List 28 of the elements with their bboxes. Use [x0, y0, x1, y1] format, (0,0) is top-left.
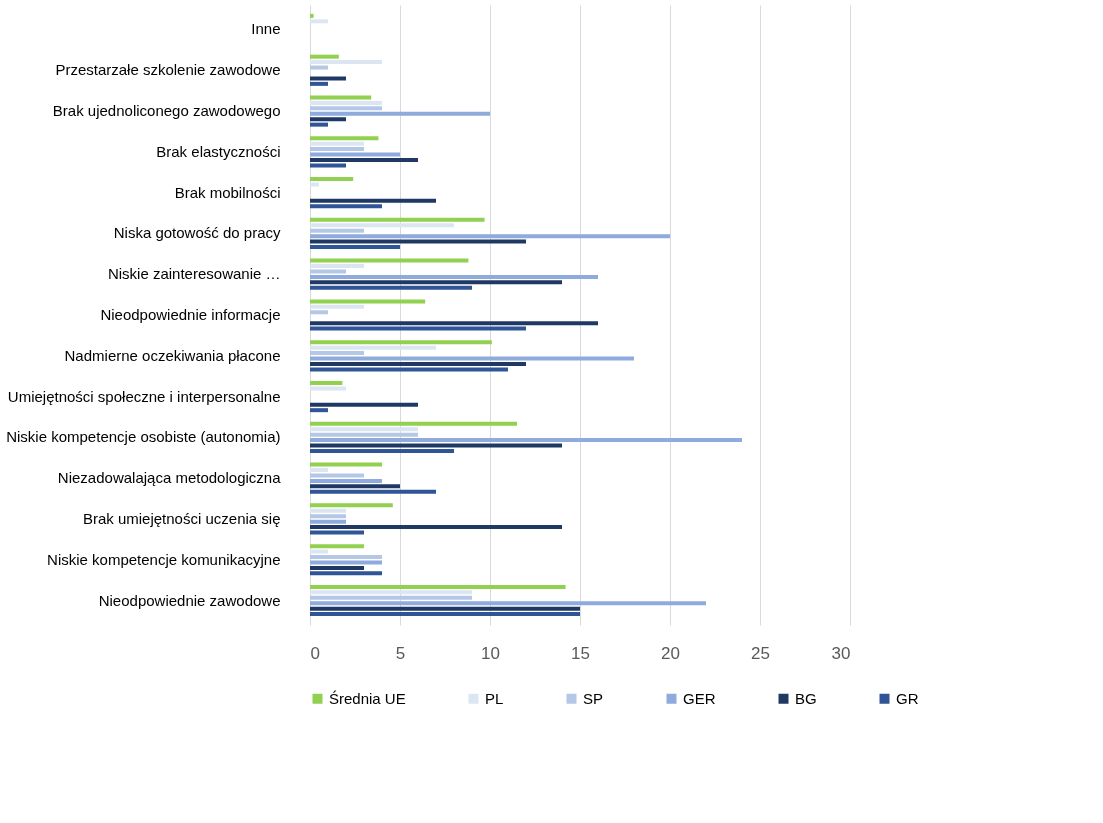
x-tick-label: 0	[310, 643, 320, 663]
y-tick-label: Umiejętności społeczne i interpersonalne	[7, 387, 281, 405]
y-tick-label: Niskie kompetencje osobiste (autonomia)	[6, 428, 281, 446]
y-tick-label: Brak umiejętności uczenia się	[82, 509, 281, 527]
x-tick-label: 30	[831, 643, 851, 663]
x-tick-label: 5	[395, 643, 406, 663]
y-tick-label: Nadmierne oczekiwania płacone	[64, 346, 281, 364]
x-tick-label: 15	[571, 643, 590, 663]
y-tick-label: Nieodpowiednie zawodowe	[98, 591, 281, 609]
y-tick-label: Niezadowalająca metodologiczna	[57, 469, 282, 487]
x-tick-label: 25	[751, 643, 770, 663]
legend-label: GR	[896, 689, 919, 707]
y-tick-label: Niskie zainteresowanie …	[107, 265, 281, 283]
y-tick-label: Nieodpowiednie informacje	[100, 306, 281, 323]
legend-label: SP	[583, 689, 604, 707]
y-tick-label: Brak ujednoliconego zawodowego	[52, 102, 281, 120]
y-tick-label: Brak mobilności	[174, 183, 281, 201]
x-tick-label: 20	[661, 643, 680, 663]
y-tick-label: Niska gotowość do pracy	[113, 224, 281, 242]
x-tick-label: 10	[481, 643, 500, 663]
legend-label: PL	[485, 689, 504, 707]
legend-label: GER	[683, 689, 716, 707]
y-tick-label: Niskie kompetencje komunikacyjne	[47, 550, 281, 568]
legend-label: Średnia UE	[329, 689, 406, 707]
y-tick-label: Przestarzałe szkolenie zawodowe	[55, 61, 281, 79]
legend-label: BG	[795, 689, 817, 707]
y-tick-label: Brak elastyczności	[156, 142, 281, 160]
y-tick-label: Inne	[251, 20, 281, 38]
